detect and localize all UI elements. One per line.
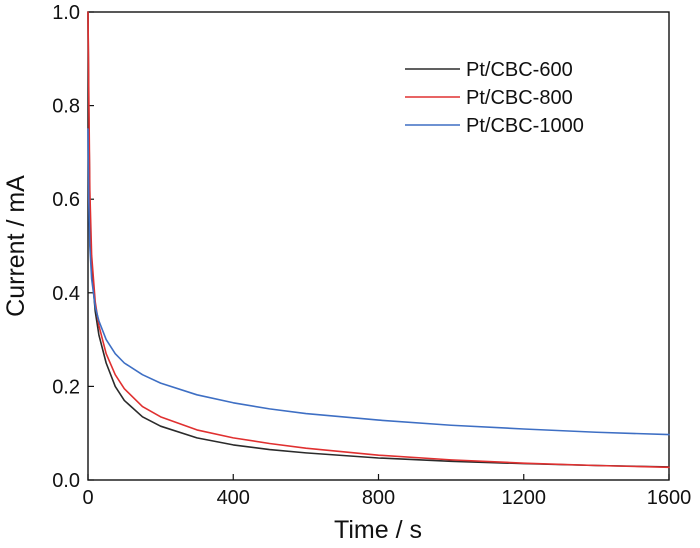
y-tick-label: 1.0 [52,2,80,24]
x-tick-label: 0 [82,487,93,509]
y-tick-label: 0.4 [52,283,80,305]
y-tick-label: 0.8 [52,96,80,118]
y-tick-label: 0.6 [52,189,80,211]
series [87,11,670,469]
y-axis-title: Current / mA [2,175,30,317]
series-line-1 [87,11,670,468]
x-axis-title: Time / s [334,516,422,544]
x-tick-label: 400 [217,487,250,509]
legend-label-2: Pt/CBC-800 [466,87,573,109]
y-tick-label: 0.0 [52,470,80,492]
legend: Pt/CBC-600 Pt/CBC-800 Pt/CBC-1000 [405,59,584,137]
legend-label-1: Pt/CBC-600 [466,59,573,81]
x-tick-label: 1200 [502,487,547,509]
plot-frame [87,11,670,481]
x-tick-label: 1600 [647,487,692,509]
series-line-2 [87,11,670,469]
x-tick-label: 800 [362,487,395,509]
series-line-3 [87,128,670,436]
y-tick-label: 0.2 [52,376,80,398]
legend-label-3: Pt/CBC-1000 [466,115,584,137]
